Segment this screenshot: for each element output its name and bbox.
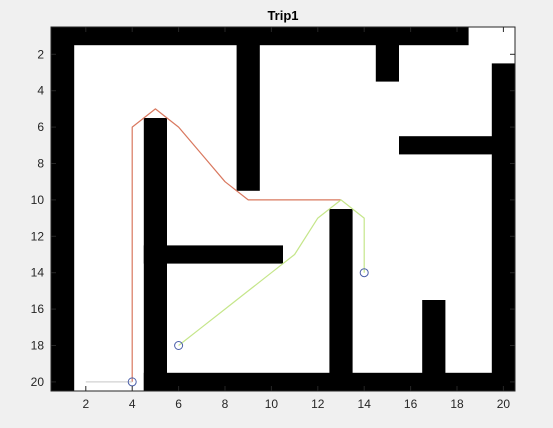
x-tick-label: 18 (450, 397, 464, 411)
obstacle-9 (329, 209, 353, 391)
marker-1 (127, 377, 137, 387)
obstacle-3 (236, 27, 260, 191)
y-tick-label: 18 (31, 339, 45, 353)
path-layer (85, 108, 365, 383)
obstacle-6 (399, 136, 515, 155)
x-axis-ticks: 2 4 6 8 10 12 14 16 18 20 (82, 27, 510, 411)
y-tick-label: 20 (31, 375, 45, 389)
y-axis-ticks: 2 4 6 8 10 12 14 16 18 20 (31, 47, 515, 389)
path-series-1 (131, 108, 341, 382)
x-tick-label: 14 (358, 397, 372, 411)
obstacle-4 (375, 27, 399, 82)
y-tick-label: 4 (37, 84, 44, 98)
x-tick-label: 12 (311, 397, 325, 411)
y-tick-label: 6 (37, 120, 44, 134)
x-tick-label: 16 (404, 397, 418, 411)
y-tick-label: 12 (31, 229, 45, 243)
plot-area (50, 26, 516, 392)
x-tick-label: 20 (497, 397, 511, 411)
x-tick-label: 8 (222, 397, 229, 411)
x-tick-label: 10 (265, 397, 279, 411)
axes-box (50, 26, 516, 392)
marker-2 (174, 341, 184, 350)
obstacle-5 (491, 63, 515, 392)
obstacle-10 (422, 300, 446, 391)
path-series-2 (178, 199, 365, 346)
x-tick-label: 6 (175, 397, 182, 411)
y-tick-label: 2 (37, 47, 44, 61)
x-tick-label: 2 (82, 397, 89, 411)
marker-3 (359, 268, 369, 278)
y-tick-label: 14 (31, 266, 45, 280)
y-tick-label: 16 (31, 302, 45, 316)
marker-layer (127, 268, 369, 387)
obstacle-8 (143, 245, 283, 264)
x-tick-label: 4 (129, 397, 136, 411)
y-tick-label: 10 (31, 193, 45, 207)
chart-title: Trip1 (267, 8, 298, 23)
obstacle-1 (51, 27, 75, 391)
obstacle-layer (51, 27, 516, 392)
y-tick-label: 8 (37, 157, 44, 171)
obstacle-11 (143, 372, 516, 391)
